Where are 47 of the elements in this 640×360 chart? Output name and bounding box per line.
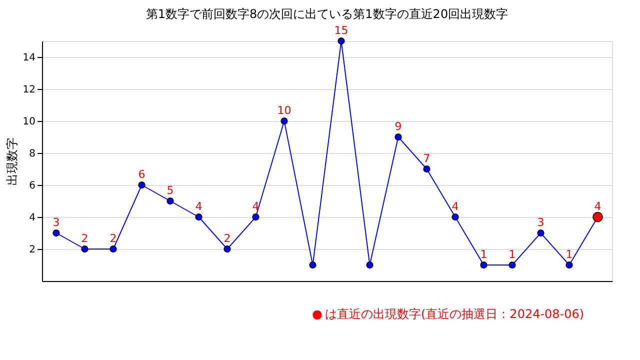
chart-title: 第1数字で前回数字8の次回に出ている第1数字の直近20回出現数字 <box>146 7 508 21</box>
point <box>480 261 488 269</box>
data-label: 1 <box>508 248 516 261</box>
y-tick-label: 10 <box>22 116 36 128</box>
y-axis-title: 出現数字 <box>4 138 19 186</box>
point <box>338 37 345 45</box>
point <box>394 133 402 141</box>
point <box>280 117 288 125</box>
data-label: 2 <box>81 232 88 245</box>
point <box>508 261 516 269</box>
data-label: 7 <box>423 152 430 165</box>
data-label: 6 <box>138 168 146 181</box>
data-label: 10 <box>277 104 292 117</box>
data-label: 9 <box>394 120 402 133</box>
point <box>81 245 88 253</box>
y-tick-label: 4 <box>29 212 36 224</box>
point <box>252 213 260 221</box>
data-label: 15 <box>334 24 348 37</box>
point <box>195 213 202 221</box>
y-tick-label: 8 <box>29 148 36 160</box>
y-tick-label: 6 <box>29 180 36 192</box>
data-label: 3 <box>537 216 544 229</box>
point <box>52 229 60 237</box>
data-label: 4 <box>252 200 260 213</box>
data-label: 2 <box>224 232 231 245</box>
data-label: 4 <box>195 200 202 213</box>
data-label: 2 <box>110 232 117 245</box>
point <box>366 261 374 269</box>
point <box>309 261 316 269</box>
y-tick-label: 12 <box>22 84 36 96</box>
point <box>537 229 544 237</box>
y-tick-label: 14 <box>22 52 36 64</box>
data-label: 5 <box>166 184 174 197</box>
point <box>166 197 174 205</box>
point <box>110 245 117 253</box>
point <box>566 261 573 269</box>
data-label: 4 <box>452 200 459 213</box>
y-tick-label: 2 <box>29 244 36 256</box>
point <box>423 165 430 173</box>
point <box>138 181 146 189</box>
point <box>452 213 459 221</box>
text: ●は直近の出現数字(直近の抽選日：2024-08-06) <box>312 307 584 321</box>
data-label: 1 <box>480 248 488 261</box>
data-label: 3 <box>52 216 60 229</box>
point <box>224 245 231 253</box>
data-label: 4 <box>594 200 602 213</box>
data-label: 1 <box>566 248 573 261</box>
